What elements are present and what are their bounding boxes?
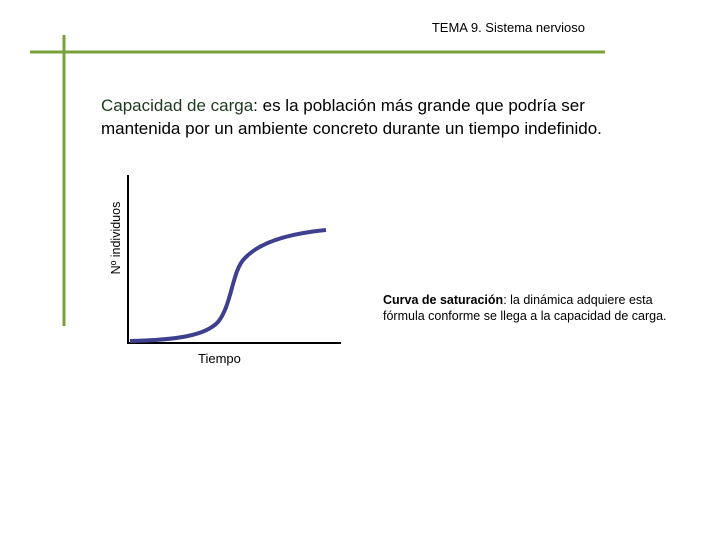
x-axis-label: Tiempo: [198, 351, 241, 366]
caption-text: : la dinámica adquiere esta fórmula conf…: [383, 293, 667, 323]
caption-term: Curva de saturación: [383, 293, 504, 307]
caption: Curva de saturación: la dinámica adquier…: [383, 292, 673, 324]
y-axis-label: Nº individuos: [109, 201, 123, 275]
header-title: TEMA 9. Sistema nervioso: [431, 20, 585, 35]
saturation-curve: [129, 228, 327, 343]
definition-text: : es la población más grande que podría …: [101, 96, 602, 138]
definition-term: Capacidad de carga: [101, 96, 254, 115]
definition: Capacidad de carga: es la población más …: [101, 94, 661, 140]
